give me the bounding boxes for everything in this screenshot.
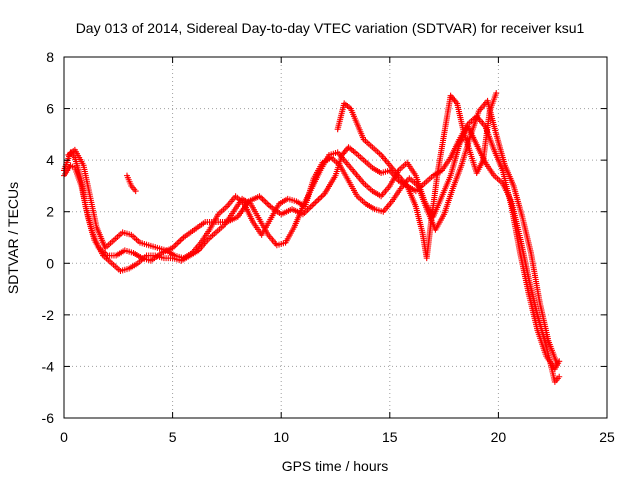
plot-frame — [63, 56, 608, 419]
x-tick-label: 15 — [382, 429, 398, 445]
x-tick-label: 5 — [169, 429, 177, 445]
x-tick-label: 25 — [599, 429, 615, 445]
tick-layer — [63, 56, 608, 419]
y-tick-label: 0 — [46, 255, 54, 271]
x-tick-label: 0 — [60, 429, 68, 445]
data-point — [493, 90, 500, 97]
y-tick-label: -6 — [42, 410, 55, 426]
data-point — [556, 373, 563, 380]
x-tick-label: 20 — [491, 429, 507, 445]
x-axis-label: GPS time / hours — [282, 458, 389, 474]
x-tick-label: 10 — [273, 429, 289, 445]
data-point — [132, 188, 139, 195]
tick-label-layer: 0 5 10 15 20 25 -6 -4 -2 0 2 4 6 8 — [42, 49, 615, 445]
y-axis-label: SDTVAR / TECUs — [5, 182, 21, 294]
series-track-d — [334, 90, 500, 262]
series-track-e — [123, 172, 139, 195]
y-tick-label: 6 — [46, 101, 54, 117]
data-layer — [61, 90, 563, 385]
chart-title: Day 013 of 2014, Sidereal Day-to-day VTE… — [76, 20, 585, 36]
y-tick-label: 4 — [46, 152, 54, 168]
y-tick-label: -4 — [42, 358, 55, 374]
y-tick-label: 2 — [46, 204, 54, 220]
y-tick-label: -2 — [42, 307, 55, 323]
y-tick-label: 8 — [46, 49, 54, 65]
data-point — [554, 360, 561, 367]
